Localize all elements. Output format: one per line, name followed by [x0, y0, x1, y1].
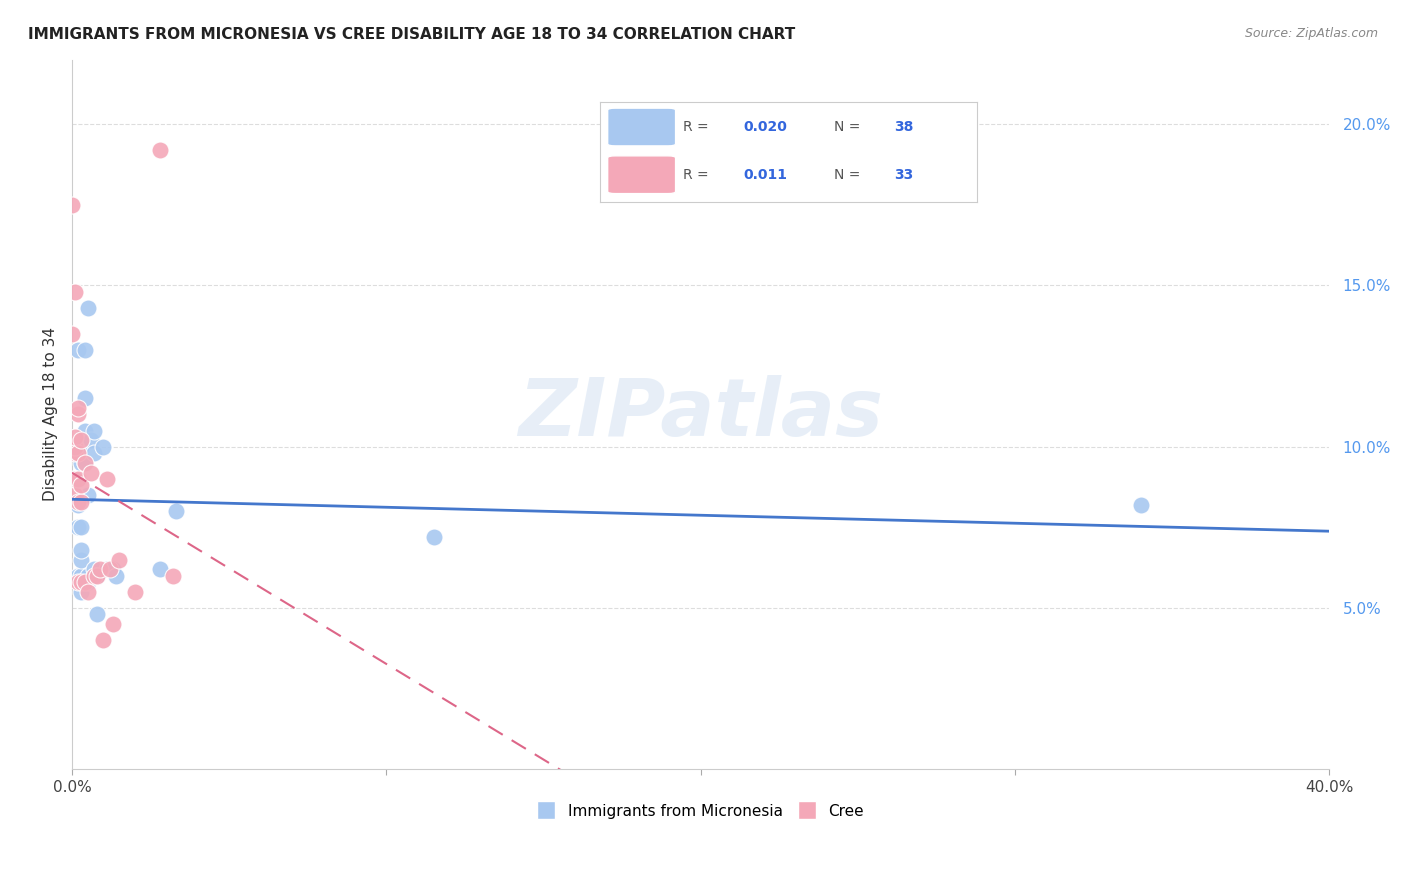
- Point: [63, 440, 86, 454]
- Point: [105, 568, 128, 582]
- Point: [76, 301, 98, 315]
- Point: [67, 472, 90, 486]
- Point: [67, 494, 90, 508]
- Point: [67, 568, 90, 582]
- Point: [422, 530, 444, 544]
- Point: [70, 478, 93, 492]
- Point: [70, 434, 93, 448]
- Point: [83, 568, 105, 582]
- Point: [86, 568, 108, 582]
- Point: [149, 562, 172, 576]
- Point: [86, 568, 108, 582]
- Point: [89, 562, 111, 576]
- Point: [76, 488, 98, 502]
- Point: [124, 585, 146, 599]
- Point: [63, 472, 86, 486]
- Point: [70, 456, 93, 470]
- Point: [63, 430, 86, 444]
- Point: [93, 633, 115, 648]
- Point: [108, 552, 131, 566]
- Point: [76, 575, 98, 590]
- Point: [73, 456, 96, 470]
- Point: [67, 520, 90, 534]
- Point: [63, 472, 86, 486]
- Point: [73, 343, 96, 357]
- Point: [98, 562, 121, 576]
- Point: [83, 424, 105, 438]
- Point: [63, 494, 86, 508]
- Point: [86, 607, 108, 622]
- Point: [60, 198, 83, 212]
- Text: Source: ZipAtlas.com: Source: ZipAtlas.com: [1244, 27, 1378, 40]
- Point: [60, 472, 83, 486]
- Point: [70, 543, 93, 558]
- Legend: Immigrants from Micronesia, Cree: Immigrants from Micronesia, Cree: [531, 797, 870, 825]
- Point: [67, 343, 90, 357]
- Point: [67, 408, 90, 422]
- Point: [73, 456, 96, 470]
- Point: [63, 446, 86, 460]
- Point: [93, 440, 115, 454]
- Point: [165, 504, 187, 518]
- Point: [96, 562, 118, 576]
- Point: [67, 498, 90, 512]
- Y-axis label: Disability Age 18 to 34: Disability Age 18 to 34: [44, 327, 58, 501]
- Point: [73, 424, 96, 438]
- Text: ZIPatlas: ZIPatlas: [519, 376, 883, 453]
- Point: [70, 568, 93, 582]
- Point: [73, 392, 96, 406]
- Point: [70, 440, 93, 454]
- Point: [67, 446, 90, 460]
- Point: [96, 472, 118, 486]
- Point: [101, 562, 124, 576]
- Point: [73, 575, 96, 590]
- Point: [63, 285, 86, 299]
- Text: IMMIGRANTS FROM MICRONESIA VS CREE DISABILITY AGE 18 TO 34 CORRELATION CHART: IMMIGRANTS FROM MICRONESIA VS CREE DISAB…: [28, 27, 796, 42]
- Point: [80, 466, 103, 480]
- Point: [60, 326, 83, 341]
- Point: [149, 143, 172, 157]
- Point: [83, 446, 105, 460]
- Point: [67, 575, 90, 590]
- Point: [70, 585, 93, 599]
- Point: [70, 575, 93, 590]
- Point: [63, 488, 86, 502]
- Point: [1129, 498, 1152, 512]
- Point: [70, 520, 93, 534]
- Point: [70, 494, 93, 508]
- Point: [76, 568, 98, 582]
- Point: [80, 434, 103, 448]
- Point: [67, 472, 90, 486]
- Point: [70, 552, 93, 566]
- Point: [162, 568, 184, 582]
- Point: [67, 401, 90, 415]
- Point: [63, 440, 86, 454]
- Point: [101, 617, 124, 632]
- Point: [83, 562, 105, 576]
- Point: [76, 585, 98, 599]
